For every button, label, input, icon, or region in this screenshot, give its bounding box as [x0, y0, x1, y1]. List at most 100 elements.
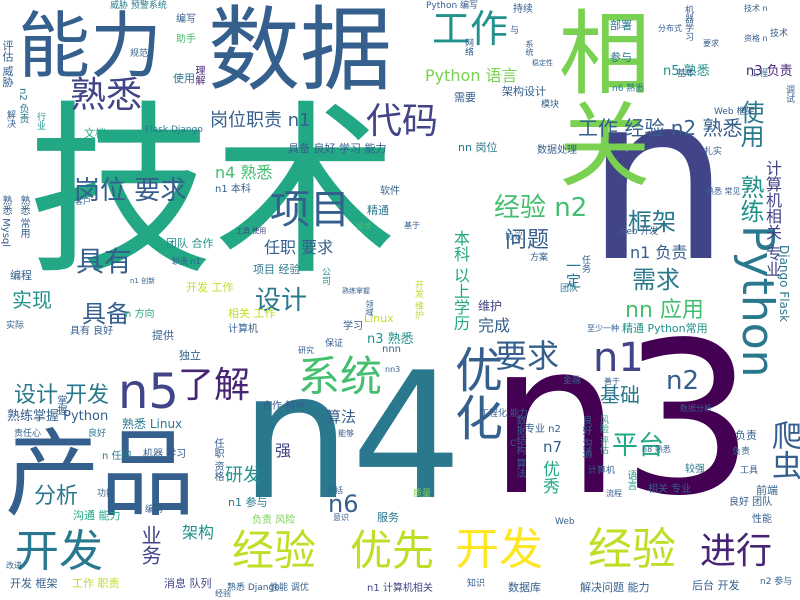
word-yaoqiu-1: 要求 — [495, 337, 560, 375]
word-n1-benke: n1 本科 — [215, 184, 251, 195]
word-bianchen: 编程 — [10, 269, 32, 282]
word-kuangjia: 框架 — [628, 208, 676, 236]
word-jisuanji: 计算机 — [228, 324, 258, 335]
word-nnn: nnn — [382, 344, 402, 355]
word-houtai-kaifa: 后台 开发 — [692, 579, 740, 592]
word-n3-shuxi: n3 熟悉 — [367, 332, 414, 347]
word-xiaoxi-duilie: 消息 队列 — [164, 577, 212, 590]
word-jingyan-small: 经验 — [215, 589, 231, 598]
word-guifan: 规范 — [130, 49, 149, 59]
word-fengxian-pinggu: 风险 评估 — [598, 415, 608, 454]
word-wangluo: 网络 — [463, 38, 473, 56]
word-jinrong: 金融 — [563, 376, 582, 386]
word-lijie: 理解 — [193, 65, 204, 85]
word-wendang: 文档 — [84, 127, 106, 140]
word-kehu: 客户 — [75, 197, 91, 206]
word-shulian-zhangwo-python: 熟练掌握 Python — [7, 409, 109, 424]
word-shanyu: 善于 — [604, 377, 620, 386]
word-zhushou: 助手 — [176, 34, 196, 45]
word-yishi: 意识 — [333, 513, 349, 522]
word-xiangguan: 相关 — [543, 5, 650, 189]
word-xiangguan-zhuanye: 相关 专业 — [648, 484, 692, 495]
word-zhuanye-n2: 专业 n2 — [525, 424, 561, 435]
word-yanjiu: 研究 — [298, 346, 314, 355]
word-kaifa-kuangjia: 开发 框架 — [10, 577, 58, 590]
word-gongzuo-zhize: 工作 职责 — [72, 577, 120, 590]
word-xitong-small: 系统 — [525, 40, 534, 56]
word-jiaoqiang: 较强 — [685, 464, 705, 475]
word-n3: n3 — [488, 297, 755, 542]
word-shuxi-linux: 熟悉 Linux — [122, 417, 183, 431]
word-xitong: 系统 — [298, 352, 383, 401]
word-neng: 能够 — [338, 429, 354, 438]
word-web-kuangjia: Web 框架 — [714, 107, 755, 117]
word-gongneng: 功能 — [97, 489, 116, 499]
word-gongzuo-1: 工作 — [432, 7, 509, 51]
word-biancheng: 编码 — [145, 505, 164, 515]
word-n5-shuxi: n5 熟悉 — [663, 64, 710, 79]
word-yu: 与 — [508, 25, 518, 34]
word-yuyan: 语言 — [625, 470, 636, 490]
word-jinxing: 进行 — [700, 531, 773, 572]
word-xiangguan-gongzuo: 相关 工作 — [228, 307, 276, 320]
word-hezuo-jingshen: 合作 精神 — [262, 401, 306, 412]
word-pingtai: 平台 — [612, 431, 665, 461]
word-gongzuo-jingyan-n2-shuxi: 工作 经验 n2 熟悉 — [578, 116, 743, 140]
word-lianghao-tuandui: 良好 团队 — [729, 497, 773, 508]
word-shuxi-changyong: 熟悉 常用 — [18, 195, 29, 239]
word-n1-fuze: n1 负责 — [630, 243, 688, 262]
word-tigong: 提供 — [152, 329, 174, 342]
word-zhishao: 至少一种 — [587, 324, 619, 333]
word-n2: n2 — [666, 366, 700, 396]
word-gangweizhize-n1: 岗位职责 n1 — [210, 110, 311, 131]
word-jishu-n: 技术 n — [744, 4, 768, 13]
word-n6: n6 — [328, 490, 359, 518]
word-jingyan-1: 经验 — [232, 526, 317, 575]
word-shulian: 熟练 — [736, 175, 764, 223]
word-django-flask: Django Flask — [777, 245, 791, 323]
word-jiejue: 解决 — [5, 110, 15, 128]
word-yanfa: 研发 — [225, 465, 261, 486]
word-qiang: 强 — [275, 441, 292, 460]
word-n1: n1 — [593, 335, 644, 381]
word-gongsi: 公司 — [320, 267, 330, 285]
word-web-small: Web — [555, 517, 575, 527]
word-shiyong-small: 使用 — [173, 72, 195, 85]
word-kaifa-weihu: 开发 维护 — [413, 280, 423, 319]
word-jiejue-wenti-nengli: 解决问题 能力 — [580, 581, 650, 594]
word-chixu: 持续 — [513, 4, 533, 15]
word-zhiyuan-n1: 职责 n1 — [172, 257, 201, 266]
word-kaifa-left: 开发 — [15, 526, 103, 577]
word-youxian: 优先 — [350, 526, 435, 575]
word-shuxi-django: 熟悉 Django — [227, 583, 280, 593]
word-n-fangxiang: n 方向 — [125, 309, 155, 320]
word-weixie-yujing: 威胁 预警系统 — [110, 1, 167, 11]
word-n6-shuxi: n6 熟悉 — [612, 84, 645, 94]
word-jingtong: 精通 — [367, 204, 389, 217]
word-chanpin: 产品 — [5, 420, 196, 530]
word-liaojie: 了解 — [178, 365, 251, 406]
word-qianduan: 前端 — [756, 484, 778, 497]
word-gongju-shiyong: 工具 使用 — [236, 227, 267, 235]
word-n2-fuze: n2 负责 — [17, 88, 28, 124]
word-jiben: 基本 — [677, 69, 696, 79]
word-weihu: 维护 — [478, 299, 503, 313]
word-jisuanji-xiangguan-zhuanye: 计算机相关 专业 — [763, 160, 782, 278]
word-kaifa-gongzuo: 开发 工作 — [186, 281, 234, 294]
word-shuju-chuli: 数据处理 — [537, 145, 577, 156]
word-fuze-fengxian: 负责 风险 — [252, 515, 296, 526]
word-renzhi-yaoqiu: 任职 要求 — [264, 238, 334, 257]
word-shuxi-zhangwo: 熟练掌握 — [342, 287, 370, 295]
word-sheji: 设计 — [255, 286, 308, 316]
word-lianghao-goutong: 良好 沟通 — [580, 415, 591, 459]
word-jisuan: 计算机 — [588, 466, 616, 476]
word-ruanjian: 软件 — [380, 186, 400, 197]
word-n7: n7 — [543, 438, 563, 456]
word-nn-yingyong: nn 应用 — [625, 298, 704, 323]
word-youhua: 优化 — [446, 345, 502, 441]
word-sheji-kaifa: 设计 开发 — [14, 383, 109, 408]
word-canyu: 参与 — [610, 51, 632, 64]
word-tuandui: 团队 — [560, 284, 579, 294]
word-pachong: 爬虫 — [766, 420, 800, 480]
